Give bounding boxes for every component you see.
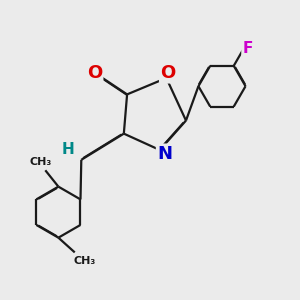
- Text: CH₃: CH₃: [29, 157, 52, 167]
- Text: CH₃: CH₃: [74, 256, 96, 266]
- Text: O: O: [160, 64, 175, 82]
- Text: N: N: [157, 145, 172, 163]
- Text: O: O: [87, 64, 102, 82]
- Text: H: H: [62, 142, 75, 158]
- Text: F: F: [242, 41, 253, 56]
